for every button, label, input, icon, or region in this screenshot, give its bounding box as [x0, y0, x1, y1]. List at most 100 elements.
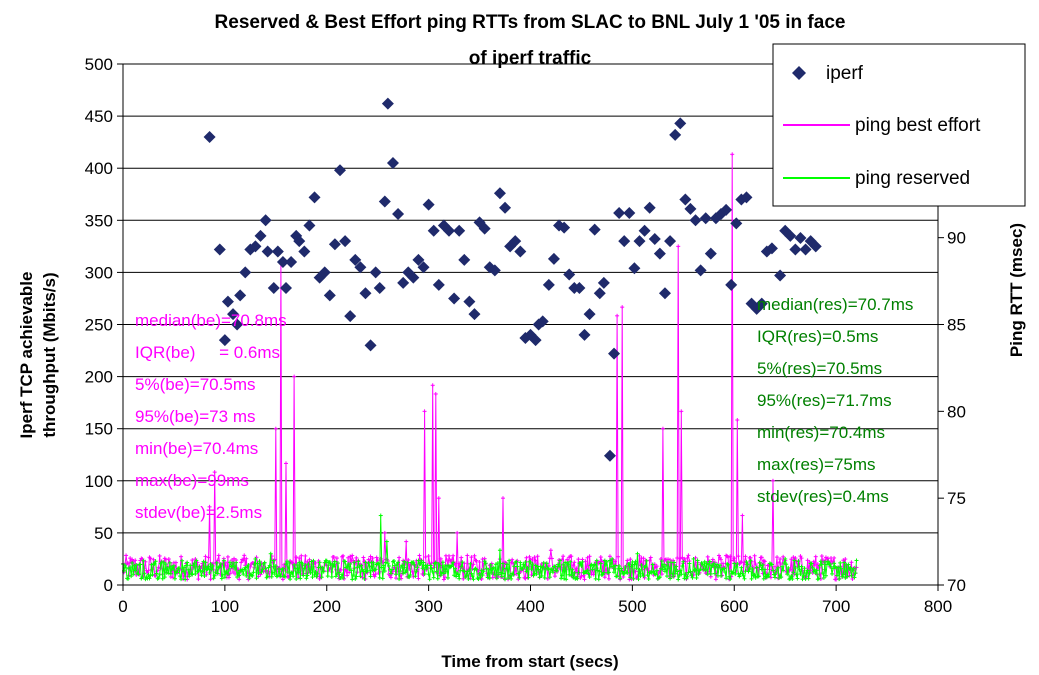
iperf-point	[227, 308, 240, 321]
y-left-tick-label: 350	[85, 211, 113, 230]
iperf-point	[514, 245, 527, 258]
stat-be-median: median(be)=70.8ms	[135, 311, 287, 330]
iperf-point	[261, 245, 274, 258]
iperf-point	[669, 128, 682, 141]
stat-res-iqr: IQR(res)=0.5ms	[757, 327, 878, 346]
iperf-point	[684, 202, 697, 215]
iperf-point	[608, 347, 621, 360]
y-right-tick-label: 80	[947, 402, 966, 421]
iperf-point	[784, 229, 797, 242]
iperf-point	[254, 229, 267, 242]
stats-best-effort: median(be)=70.8ms IQR(be) = 0.6ms 5%(be)…	[135, 311, 287, 522]
y-axis-right-label: Ping RTT (msec)	[1007, 223, 1026, 357]
iperf-point	[593, 287, 606, 300]
iperf-point	[704, 247, 717, 260]
iperf-point	[588, 223, 601, 236]
iperf-point	[623, 207, 636, 220]
y-right-tick-label: 85	[947, 316, 966, 335]
iperf-point	[573, 282, 586, 295]
iperf-point	[658, 287, 671, 300]
iperf-point	[364, 339, 377, 352]
iperf-point	[280, 282, 292, 295]
x-tick-label: 800	[924, 597, 952, 616]
y-axis-left-label-line-2: throughput (Mbits/s)	[40, 272, 59, 437]
iperf-point	[392, 208, 405, 221]
iperf-point	[542, 278, 555, 291]
y-left-tick-label: 0	[104, 576, 113, 595]
iperf-point	[789, 243, 802, 256]
stat-be-max: max(be)=99ms	[135, 471, 249, 490]
iperf-point	[674, 117, 687, 130]
legend: iperf ping best effort ping reserved	[772, 43, 1026, 207]
iperf-point	[318, 266, 331, 279]
y-right-tick-label: 90	[947, 229, 966, 248]
iperf-point	[373, 282, 386, 295]
stat-res-median: median(res)=70.7ms	[757, 295, 913, 314]
iperf-point	[267, 282, 280, 295]
legend-reserved-label: ping reserved	[855, 168, 970, 189]
iperf-point	[499, 201, 512, 214]
x-tick-label: 100	[211, 597, 239, 616]
chart-title-line-2: of iperf traffic	[469, 48, 592, 69]
iperf-point	[259, 214, 272, 227]
iperf-point	[407, 271, 420, 284]
iperf-point	[328, 238, 341, 251]
iperf-point	[221, 295, 234, 308]
y-left-tick-label: 200	[85, 368, 113, 387]
iperf-point	[618, 235, 631, 248]
iperf-point	[203, 130, 216, 143]
iperf-point	[333, 164, 346, 177]
iperf-point	[349, 253, 362, 266]
stat-be-stdev: stdev(be)=2.5ms	[135, 503, 262, 522]
iperf-point	[740, 191, 753, 204]
iperf-point	[443, 224, 455, 237]
iperf-point	[468, 308, 481, 321]
iperf-point	[417, 261, 430, 274]
stat-be-p95: 95%(be)=73 ms	[135, 407, 255, 426]
ping-reserved-series	[121, 513, 859, 582]
iperf-point	[720, 203, 733, 216]
iperf-point	[271, 245, 284, 258]
iperf-point	[427, 224, 440, 237]
x-tick-label: 300	[414, 597, 442, 616]
iperf-point	[633, 235, 646, 248]
x-tick-label: 600	[720, 597, 748, 616]
iperf-point	[799, 243, 812, 256]
iperf-point	[725, 278, 738, 291]
iperf-point	[339, 235, 352, 248]
iperf-point	[628, 262, 641, 275]
stats-reserved: median(res)=70.7ms IQR(res)=0.5ms 5%(res…	[757, 295, 913, 506]
iperf-point	[679, 193, 692, 206]
iperf-point	[344, 310, 357, 323]
legend-best-effort-label: ping best effort	[855, 115, 981, 136]
y-right-tick-label: 75	[947, 489, 966, 508]
iperf-point	[638, 224, 651, 237]
x-tick-label: 200	[313, 597, 341, 616]
stat-res-min: min(res)=70.4ms	[757, 423, 885, 442]
iperf-point	[213, 243, 226, 256]
legend-iperf-marker-icon	[792, 66, 806, 80]
chart-title-line-1: Reserved & Best Effort ping RTTs from SL…	[215, 12, 846, 33]
iperf-point	[664, 235, 677, 248]
iperf-point	[583, 308, 596, 321]
iperf-point	[730, 217, 743, 230]
iperf-point	[422, 198, 435, 211]
iperf-point	[231, 318, 244, 331]
iperf-point	[458, 253, 471, 266]
stat-res-stdev: stdev(res)=0.4ms	[757, 487, 889, 506]
iperf-point	[453, 224, 466, 237]
iperf-point	[529, 334, 542, 347]
y-left-tick-label: 250	[85, 316, 113, 335]
iperf-point	[378, 195, 391, 208]
iperf-point	[397, 276, 410, 289]
iperf-point	[276, 255, 289, 268]
stat-be-iqr: IQR(be) = 0.6ms	[135, 343, 280, 362]
iperf-point	[369, 266, 382, 279]
iperf-point	[239, 266, 252, 279]
y-left-tick-label: 100	[85, 472, 113, 491]
iperf-point	[463, 295, 476, 308]
y-axis-left-label: Iperf TCP achievable throughput (Mbits/s…	[17, 272, 59, 439]
y-axis-left-label-line-1: Iperf TCP achievable	[17, 272, 36, 439]
stat-be-p5: 5%(be)=70.5ms	[135, 375, 255, 394]
stat-be-min: min(be)=70.4ms	[135, 439, 258, 458]
